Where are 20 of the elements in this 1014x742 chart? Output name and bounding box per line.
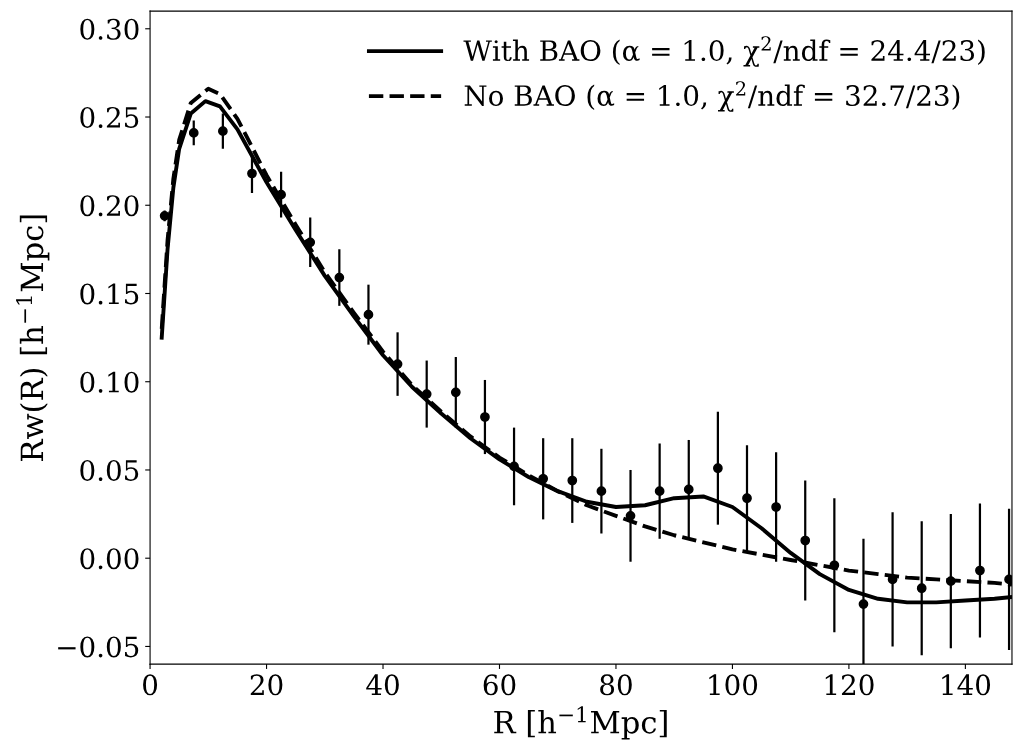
y-tick-label: 0.20 — [80, 195, 139, 217]
y-tick-label: −0.05 — [58, 636, 139, 658]
x-tick-label: 0 — [143, 674, 158, 696]
x-tick-label: 120 — [825, 674, 874, 696]
y-axis-title: Rw(R) [h$^{−1}$Mpc] — [16, 215, 50, 461]
y-tick-label: 0.25 — [80, 106, 139, 128]
x-tick-label: 100 — [709, 674, 758, 696]
x-tick-label: 20 — [250, 674, 283, 696]
y-tick-label: 0.30 — [80, 18, 139, 40]
y-tick-label: 0.10 — [80, 371, 139, 393]
legend-label: With BAO (α = 1.0, χ$^{2}$/ndf = 24.4/23) — [463, 36, 985, 67]
x-tick-label: 40 — [366, 674, 399, 696]
y-tick-label: 0.00 — [80, 548, 139, 570]
x-tick-label: 60 — [483, 674, 516, 696]
x-tick-label: 80 — [600, 674, 632, 696]
x-axis-title: R [h$^{−1}$Mpc] — [494, 706, 667, 740]
legend-label: No BAO (α = 1.0, χ$^{2}$/ndf = 32.7/23) — [464, 81, 960, 112]
x-tick-label: 140 — [942, 674, 991, 696]
y-tick-label: 0.15 — [80, 283, 139, 305]
y-tick-label: 0.05 — [80, 459, 139, 481]
